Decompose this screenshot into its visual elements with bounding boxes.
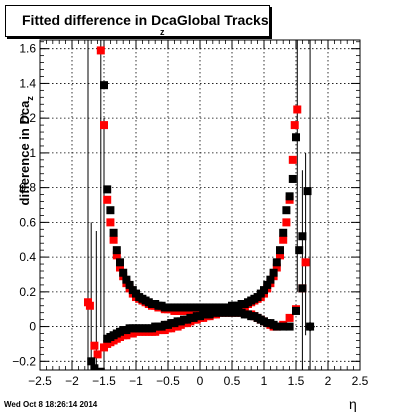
data-point-black (263, 280, 272, 289)
data-point-red (301, 258, 310, 267)
x-tick-label: −1 (129, 374, 143, 388)
data-point-black (119, 268, 128, 277)
data-point-red (293, 105, 302, 114)
data-point-black (285, 192, 294, 201)
data-point-red (116, 263, 124, 272)
data-point-red (285, 313, 294, 322)
y-axis-label: difference in Dcaz (17, 51, 35, 251)
title-suffix: Global Tracks (176, 12, 269, 28)
data-point-red (112, 251, 121, 260)
data-point-red (90, 341, 99, 350)
data-point-black (292, 133, 300, 142)
y-tick-label: 1 (29, 146, 36, 160)
x-tick-label: −2 (65, 374, 79, 388)
data-point-red (85, 301, 94, 310)
data-point-black (125, 280, 134, 289)
y-tick-label: 0.4 (19, 250, 36, 264)
y-tick-label: 0.2 (19, 285, 36, 299)
timestamp: Wed Oct 8 18:26:14 2014 (4, 400, 98, 409)
x-tick-label: 0.5 (224, 374, 241, 388)
data-point-black (100, 81, 108, 90)
data-point-red (106, 218, 115, 227)
data-point-black (285, 322, 294, 331)
data-point-red (103, 195, 112, 204)
data-point-diamond (305, 321, 316, 332)
y-tick-label: 0 (29, 320, 36, 334)
data-point-black (260, 286, 268, 295)
data-point-red (276, 251, 284, 260)
y-axis-label-subscript: z (24, 96, 35, 101)
data-point-black (109, 228, 118, 237)
y-tick-label: −0.2 (12, 354, 36, 368)
data-point-black (87, 357, 96, 366)
x-tick-label: −1.5 (92, 374, 116, 388)
x-tick-label: 2.5 (352, 374, 369, 388)
data-point-black (288, 174, 297, 183)
data-point-red (109, 235, 118, 244)
chart-title: Fitted difference in DcaGlobal Tracks (22, 12, 269, 28)
y-tick-label: 0.8 (19, 181, 36, 195)
data-point-black (303, 187, 312, 196)
x-tick-label: 0 (197, 374, 204, 388)
x-tick-label: 1 (261, 374, 268, 388)
data-point-black (122, 275, 131, 284)
data-point-red (288, 155, 297, 164)
data-point-black (282, 206, 291, 215)
x-tick-label: 1.5 (288, 374, 305, 388)
data-point-black (266, 275, 275, 284)
data-point-black (298, 232, 307, 241)
y-axis-label-text: difference in Dca (17, 100, 33, 206)
data-point-black (112, 246, 121, 255)
title-text: Fitted difference in Dca (22, 12, 177, 28)
data-point-black (279, 322, 288, 331)
data-point-red (279, 235, 288, 244)
data-point-black (106, 206, 115, 215)
data-point-red (272, 263, 281, 272)
x-axis-label: η (349, 396, 357, 412)
x-tick-label: −2.5 (28, 374, 52, 388)
data-point-black (96, 367, 105, 370)
x-tick-label: 2 (325, 374, 332, 388)
data-point-black (292, 306, 300, 315)
title-subscript: z (160, 27, 165, 37)
y-tick-label: 1.4 (19, 76, 36, 90)
data-point-red (290, 121, 299, 130)
data-point-black (276, 246, 284, 255)
data-point-black (116, 258, 124, 267)
data-point-red (100, 121, 108, 130)
data-point-black (269, 268, 278, 277)
y-tick-label: 1.2 (19, 111, 36, 125)
title-box: Fitted difference in DcaGlobal Tracks z (5, 5, 270, 37)
data-point-black (279, 228, 288, 237)
data-point-red (282, 218, 291, 227)
data-point-red (93, 350, 102, 359)
data-point-black (272, 322, 281, 331)
y-tick-label: 0.6 (19, 215, 36, 229)
data-point-black (272, 258, 281, 267)
y-tick-label: 1.6 (19, 42, 36, 56)
data-point-black (103, 185, 112, 194)
data-point-black (295, 246, 304, 255)
data-point-red (96, 46, 105, 55)
x-tick-label: −0.5 (156, 374, 180, 388)
data-point-black (90, 364, 99, 370)
data-point-black (298, 284, 307, 293)
